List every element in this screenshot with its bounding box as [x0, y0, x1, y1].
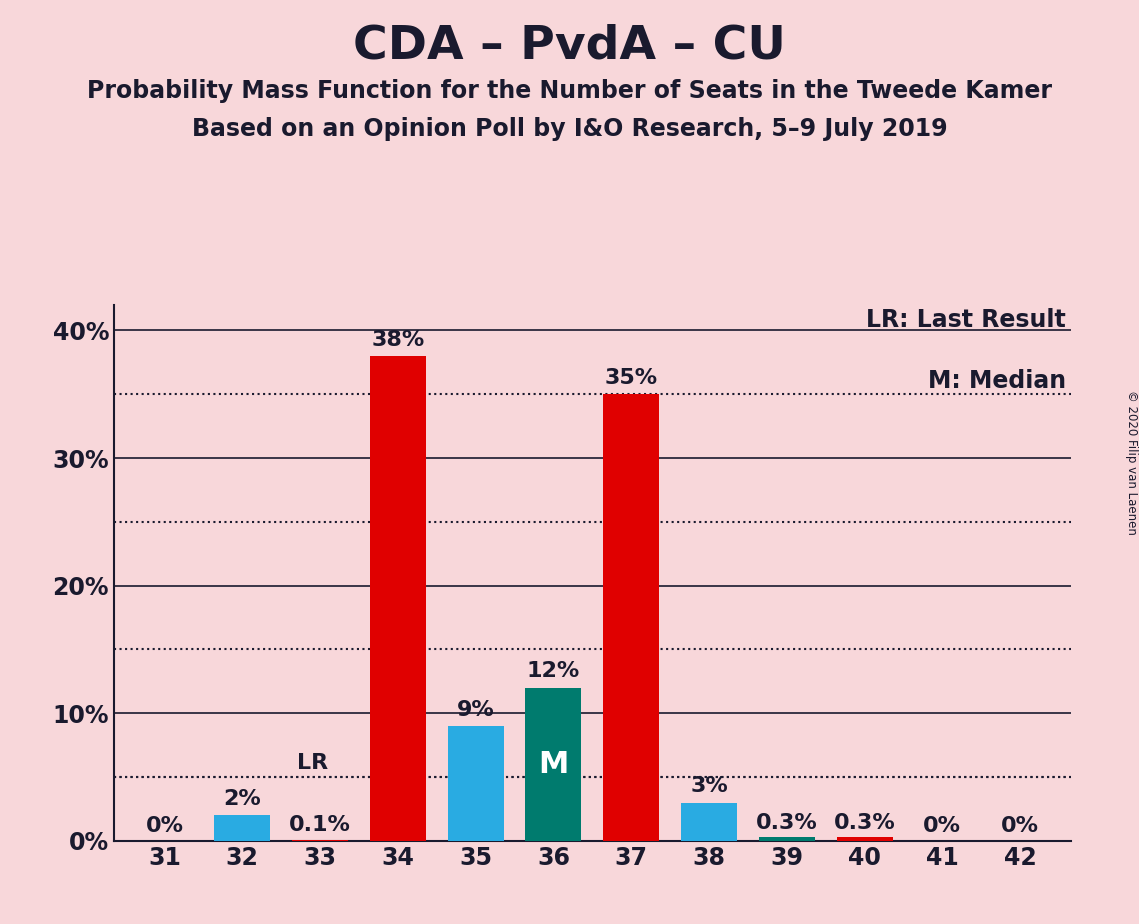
Bar	[214, 815, 270, 841]
Text: 12%: 12%	[526, 662, 580, 681]
Text: Probability Mass Function for the Number of Seats in the Tweede Kamer: Probability Mass Function for the Number…	[87, 79, 1052, 103]
Bar	[836, 837, 893, 841]
Text: LR: Last Result: LR: Last Result	[866, 308, 1066, 332]
Text: LR: LR	[296, 753, 328, 773]
Text: 0%: 0%	[924, 817, 961, 836]
Bar	[370, 356, 426, 841]
Text: 35%: 35%	[605, 368, 657, 388]
Text: 0.3%: 0.3%	[834, 812, 895, 833]
Text: 3%: 3%	[690, 776, 728, 796]
Text: 0.3%: 0.3%	[756, 812, 818, 833]
Bar	[448, 726, 503, 841]
Text: 9%: 9%	[457, 699, 494, 720]
Text: 2%: 2%	[223, 789, 261, 808]
Bar	[292, 840, 349, 841]
Text: 0.1%: 0.1%	[289, 815, 351, 835]
Text: Based on an Opinion Poll by I&O Research, 5–9 July 2019: Based on an Opinion Poll by I&O Research…	[191, 117, 948, 141]
Bar	[604, 395, 659, 841]
Text: M: M	[539, 749, 568, 779]
Text: 0%: 0%	[1001, 817, 1039, 836]
Text: CDA – PvdA – CU: CDA – PvdA – CU	[353, 23, 786, 68]
Bar	[681, 803, 737, 841]
Text: © 2020 Filip van Laenen: © 2020 Filip van Laenen	[1124, 390, 1138, 534]
Bar	[525, 687, 581, 841]
Text: M: Median: M: Median	[928, 370, 1066, 394]
Text: 0%: 0%	[146, 817, 183, 836]
Text: 38%: 38%	[371, 330, 425, 349]
Bar	[759, 837, 814, 841]
